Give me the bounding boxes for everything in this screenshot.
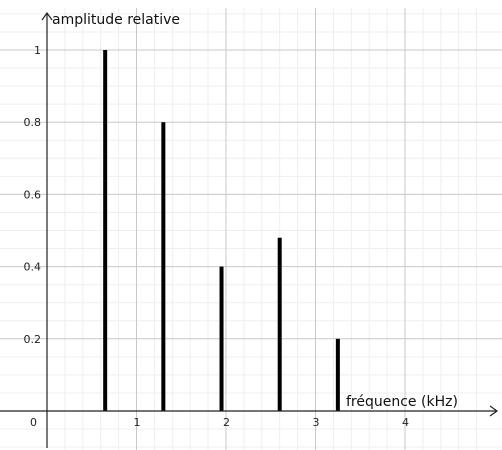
y-tick-label: 0.4 — [24, 261, 42, 274]
spectrum-bar — [161, 122, 166, 411]
spectrum-bars — [103, 50, 340, 411]
y-tick-label: 1 — [34, 44, 41, 57]
spectrum-bar — [277, 237, 282, 411]
x-tick-label: 4 — [402, 416, 409, 429]
x-tick-label: 3 — [313, 416, 320, 429]
x-axis-arrow-icon — [489, 405, 499, 417]
axes — [0, 11, 499, 448]
y-tick-label: 0.6 — [24, 188, 42, 201]
x-tick-label: 1 — [134, 416, 141, 429]
spectrum-bar — [335, 338, 340, 411]
tick-labels: 1 2 3 4 0.2 0.4 0.6 0.8 1 — [24, 44, 410, 429]
spectrum-bar — [103, 50, 108, 411]
minor-gridlines — [0, 8, 502, 450]
x-axis-label: fréquence (kHz) — [346, 394, 458, 410]
y-axis-arrow-icon — [41, 11, 53, 21]
y-axis-label: amplitude relative — [52, 12, 180, 28]
y-tick-label: 0.8 — [24, 116, 42, 129]
major-gridlines — [0, 8, 502, 450]
y-tick-label: 0.2 — [24, 333, 42, 346]
spectrum-bar — [219, 266, 224, 411]
origin-label: 0 — [30, 416, 37, 429]
x-tick-label: 2 — [223, 416, 230, 429]
